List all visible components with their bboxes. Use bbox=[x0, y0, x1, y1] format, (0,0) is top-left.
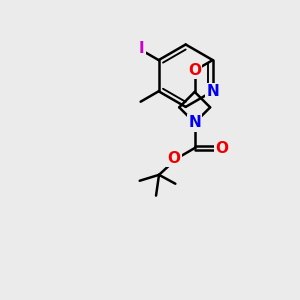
Text: N: N bbox=[188, 115, 201, 130]
Text: N: N bbox=[206, 84, 219, 99]
Text: O: O bbox=[215, 141, 229, 156]
Text: O: O bbox=[167, 151, 180, 166]
Text: O: O bbox=[188, 63, 201, 78]
Text: I: I bbox=[139, 41, 145, 56]
